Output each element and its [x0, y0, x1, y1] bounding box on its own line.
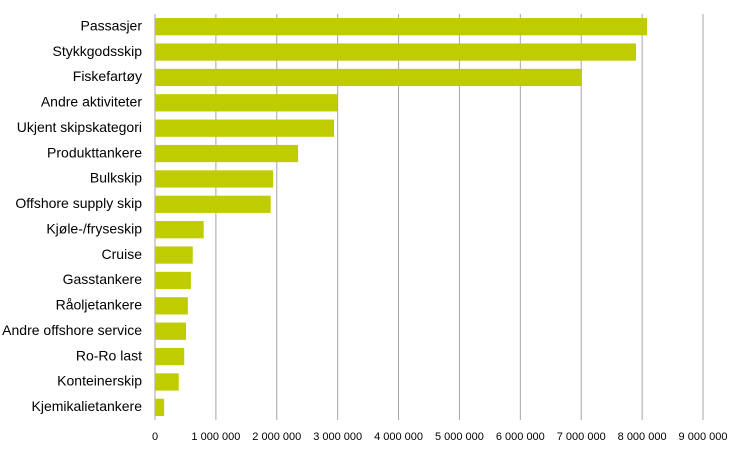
y-tick-label: Ro-Ro last — [76, 347, 142, 363]
bar — [155, 398, 165, 416]
x-tick-label: 8 000 000 — [618, 431, 667, 443]
y-tick-label: Andre offshore service — [2, 322, 142, 338]
y-tick-label: Kjøle-/fryseskip — [46, 220, 142, 236]
y-tick-label: Kjemikalietankere — [32, 398, 143, 414]
bar — [155, 221, 204, 239]
x-tick-label: 2 000 000 — [252, 431, 301, 443]
bar — [155, 297, 188, 315]
y-tick-label: Cruise — [102, 246, 143, 262]
x-tick-label: 4 000 000 — [374, 431, 423, 443]
x-tick-label: 9 000 000 — [679, 431, 728, 443]
y-tick-label: Gasstankere — [63, 271, 143, 287]
x-tick-label: 6 000 000 — [496, 431, 545, 443]
bar — [155, 94, 338, 112]
y-tick-label: Produkttankere — [47, 144, 142, 160]
y-tick-label: Fiskefartøy — [73, 68, 142, 84]
bar — [155, 271, 191, 290]
bar — [155, 347, 185, 366]
bar — [155, 68, 582, 87]
x-tick-label: 0 — [152, 431, 158, 443]
x-tick-label: 5 000 000 — [435, 431, 484, 443]
y-tick-label: Offshore supply skip — [15, 195, 142, 211]
bar — [155, 144, 299, 163]
bar — [155, 18, 647, 36]
y-tick-label: Råoljetankere — [56, 297, 143, 313]
y-tick-label: Bulkskip — [90, 170, 142, 186]
bar — [155, 322, 187, 340]
x-tick-label: 7 000 000 — [557, 431, 606, 443]
bar — [155, 195, 271, 213]
y-tick-label: Ukjent skipskategori — [17, 119, 142, 135]
y-tick-label: Konteinerskip — [57, 373, 142, 389]
y-tick-label: Passasjer — [81, 17, 143, 33]
x-tick-label: 1 000 000 — [191, 431, 240, 443]
y-tick-label: Stykkgodsskip — [53, 43, 143, 59]
y-tick-label: Andre aktiviteter — [41, 94, 142, 110]
bar — [155, 43, 637, 61]
bar — [155, 246, 193, 264]
x-tick-label: 3 000 000 — [313, 431, 362, 443]
bar — [155, 373, 179, 391]
bar — [155, 119, 335, 137]
bar — [155, 170, 274, 188]
